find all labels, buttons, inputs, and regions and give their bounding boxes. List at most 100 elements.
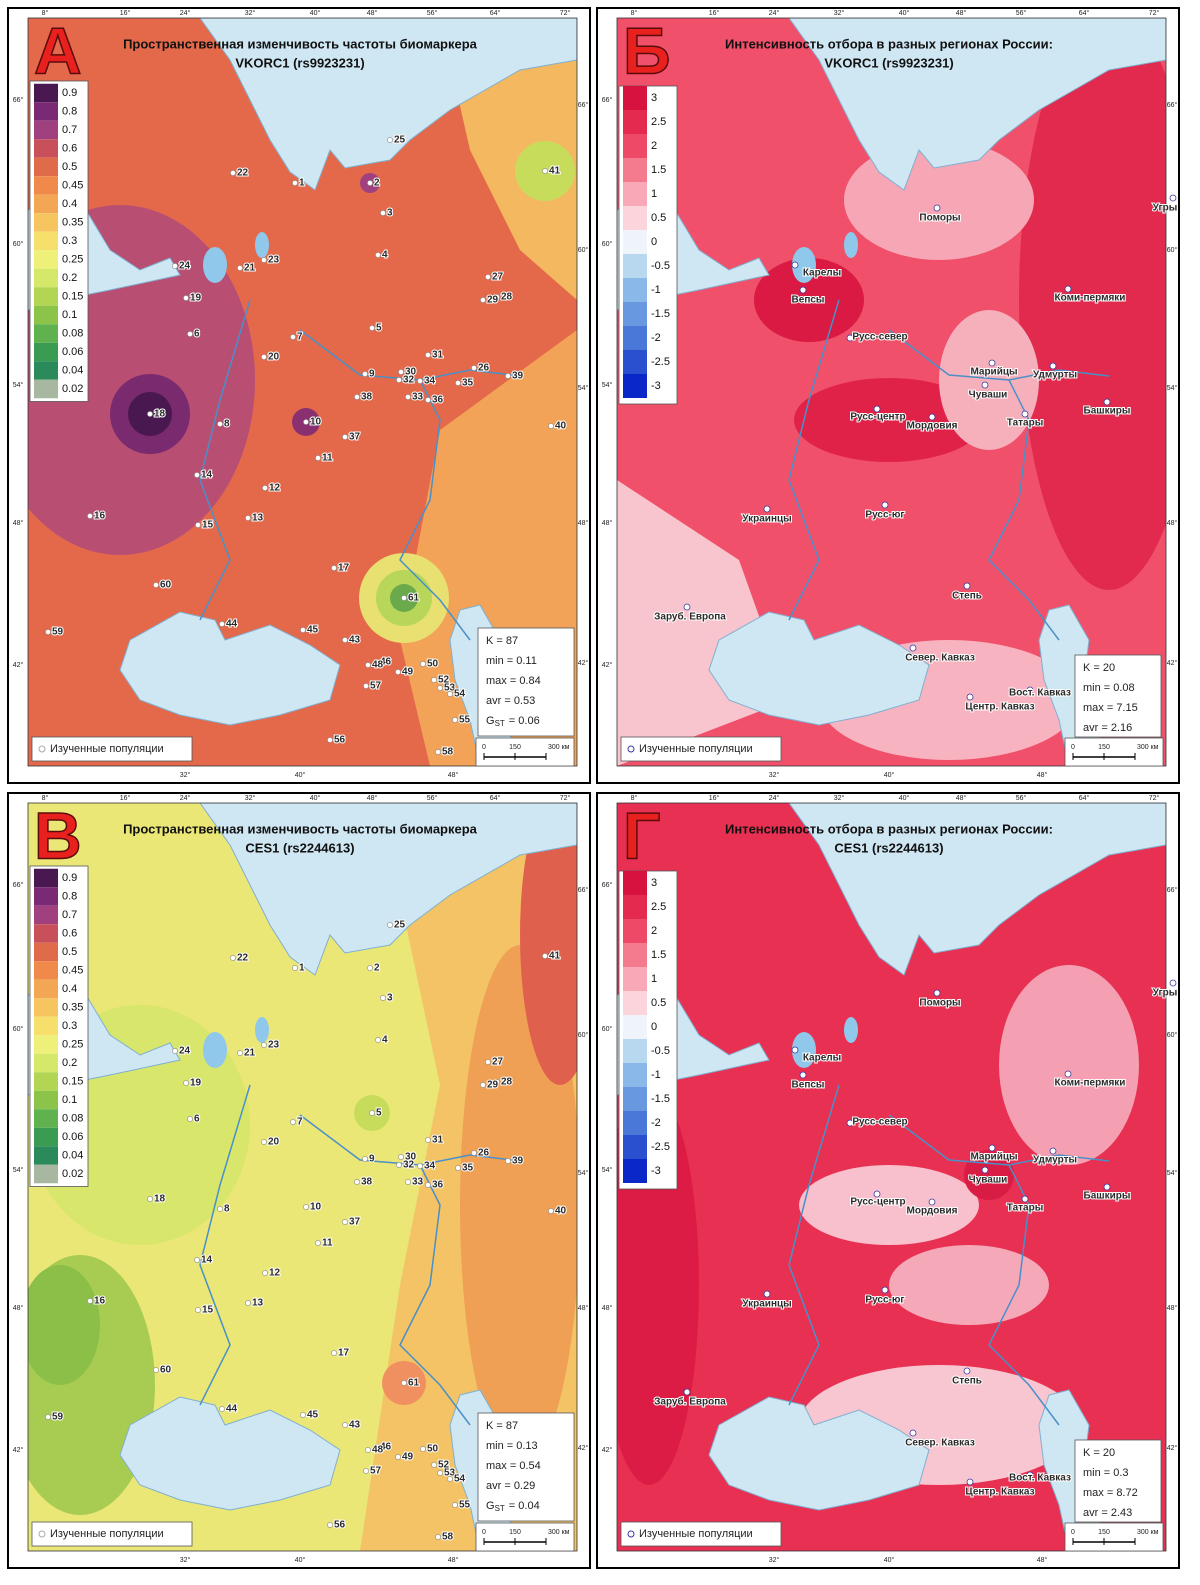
grid-label: 72° <box>1149 9 1160 17</box>
population-label: 11 <box>322 1238 333 1249</box>
population-marker <box>480 297 486 303</box>
population-label: 3 <box>387 208 393 219</box>
population-marker <box>261 257 267 263</box>
grid-label: 64° <box>490 9 501 17</box>
population-marker <box>437 685 443 691</box>
population-marker <box>988 1144 996 1152</box>
population-label: 27 <box>492 1057 504 1068</box>
map-panel: 8° 16° 24° 32° 40° 48° 56° 64° 72°66°60°54°48°42… <box>7 7 591 784</box>
legend-label: 0.35 <box>62 1001 83 1013</box>
legend-swatch <box>623 1087 647 1111</box>
legend-label: 0.06 <box>62 346 83 358</box>
population-label: Центр. Кавказ <box>965 1487 1034 1498</box>
population-marker <box>548 1208 554 1214</box>
population-label: 41 <box>549 166 561 177</box>
legend-label: 0.04 <box>62 364 83 376</box>
grid-label: 40° <box>899 9 910 17</box>
population-marker <box>1049 362 1057 370</box>
legend-label: 0 <box>651 236 657 248</box>
panel-title: Пространственная изменчивость частоты би… <box>123 821 478 836</box>
legend-label: 1 <box>651 188 657 200</box>
population-label: 44 <box>226 1404 238 1415</box>
legend-label: -1.5 <box>651 1093 670 1105</box>
zone <box>799 1165 979 1245</box>
panel-frame <box>596 7 1180 784</box>
population-marker <box>431 1462 437 1468</box>
grid-label: 54° <box>13 381 24 389</box>
population-label: Заруб. Европа <box>654 1396 726 1408</box>
population-marker <box>799 286 807 294</box>
population-marker <box>452 1502 458 1508</box>
sea <box>199 803 577 976</box>
population-label: 46 <box>380 657 392 668</box>
map-panel: 8° 16° 24° 32° 40° 48° 56° 64° 72°66°60°54°48°42… <box>7 792 591 1569</box>
legend-swatch <box>34 1053 58 1073</box>
population-label: Украинцы <box>742 1299 791 1310</box>
population-marker <box>981 1166 989 1174</box>
population-marker <box>846 1119 854 1127</box>
scale-label: 300 км <box>548 744 570 751</box>
legend-swatch <box>34 379 58 399</box>
legend-label: 0.15 <box>62 1075 83 1087</box>
stats-line: K = 20 <box>1083 662 1115 674</box>
population-marker <box>420 1446 426 1452</box>
panel-frame <box>7 792 591 1569</box>
population-marker <box>354 394 360 400</box>
sea <box>788 18 1166 191</box>
population-marker <box>455 380 461 386</box>
legend-label: 2 <box>651 925 657 937</box>
population-marker <box>153 582 159 588</box>
lake <box>255 1017 269 1043</box>
stats-line: max = 0.54 <box>486 1460 541 1472</box>
population-label: 20 <box>268 352 280 363</box>
panel-letter: Б <box>623 13 670 87</box>
legend-label: 0.04 <box>62 1149 83 1161</box>
population-label: 22 <box>237 953 249 964</box>
legend-swatch <box>34 231 58 251</box>
note-marker <box>38 1530 46 1538</box>
population-marker <box>194 472 200 478</box>
legend-swatch <box>34 139 58 158</box>
grid-label: 60° <box>602 240 613 248</box>
grid-label: 8° <box>42 9 49 17</box>
panel-letter: В <box>34 798 82 872</box>
legend-label: 3 <box>651 92 657 104</box>
grid-label: 40° <box>295 1556 306 1564</box>
population-marker <box>315 1240 321 1246</box>
population-label: Степь <box>952 1376 982 1387</box>
legend-swatch <box>623 374 647 398</box>
population-marker <box>933 204 941 212</box>
stats-box <box>1074 654 1162 738</box>
grid-label: 40° <box>295 771 306 779</box>
grid-label: 48° <box>1167 519 1178 527</box>
legend-label: -0.5 <box>651 260 670 272</box>
legend-label: 0.5 <box>651 997 666 1009</box>
population-label: 38 <box>361 1177 373 1188</box>
legend-swatch <box>623 895 647 919</box>
stats-box <box>477 627 575 737</box>
sea <box>788 803 1166 976</box>
grid-label: 48° <box>1037 771 1048 779</box>
population-marker <box>425 352 431 358</box>
population-label: Поморы <box>919 998 960 1009</box>
population-label: 15 <box>202 1305 214 1316</box>
grid-label: 54° <box>1167 1169 1178 1177</box>
population-marker <box>300 1412 306 1418</box>
population-label: Север. Кавказ <box>905 1438 975 1449</box>
legend-label: 0.4 <box>62 198 77 210</box>
grid-label: 42° <box>578 659 589 667</box>
legend-label: -2 <box>651 332 661 344</box>
river <box>199 299 251 621</box>
grid-label: 48° <box>13 1304 24 1312</box>
population-marker <box>988 359 996 367</box>
legend-label: 1.5 <box>651 949 666 961</box>
grid-label: 56° <box>1016 794 1027 802</box>
population-marker <box>405 394 411 400</box>
scale-label: 0 <box>482 744 486 751</box>
legend-label: 0.9 <box>62 87 77 99</box>
population-marker <box>292 180 298 186</box>
grid-label: 48° <box>367 9 378 17</box>
population-label: 10 <box>310 417 322 428</box>
population-label: 11 <box>322 453 333 464</box>
stats-line: GST = 0.06 <box>486 715 540 728</box>
